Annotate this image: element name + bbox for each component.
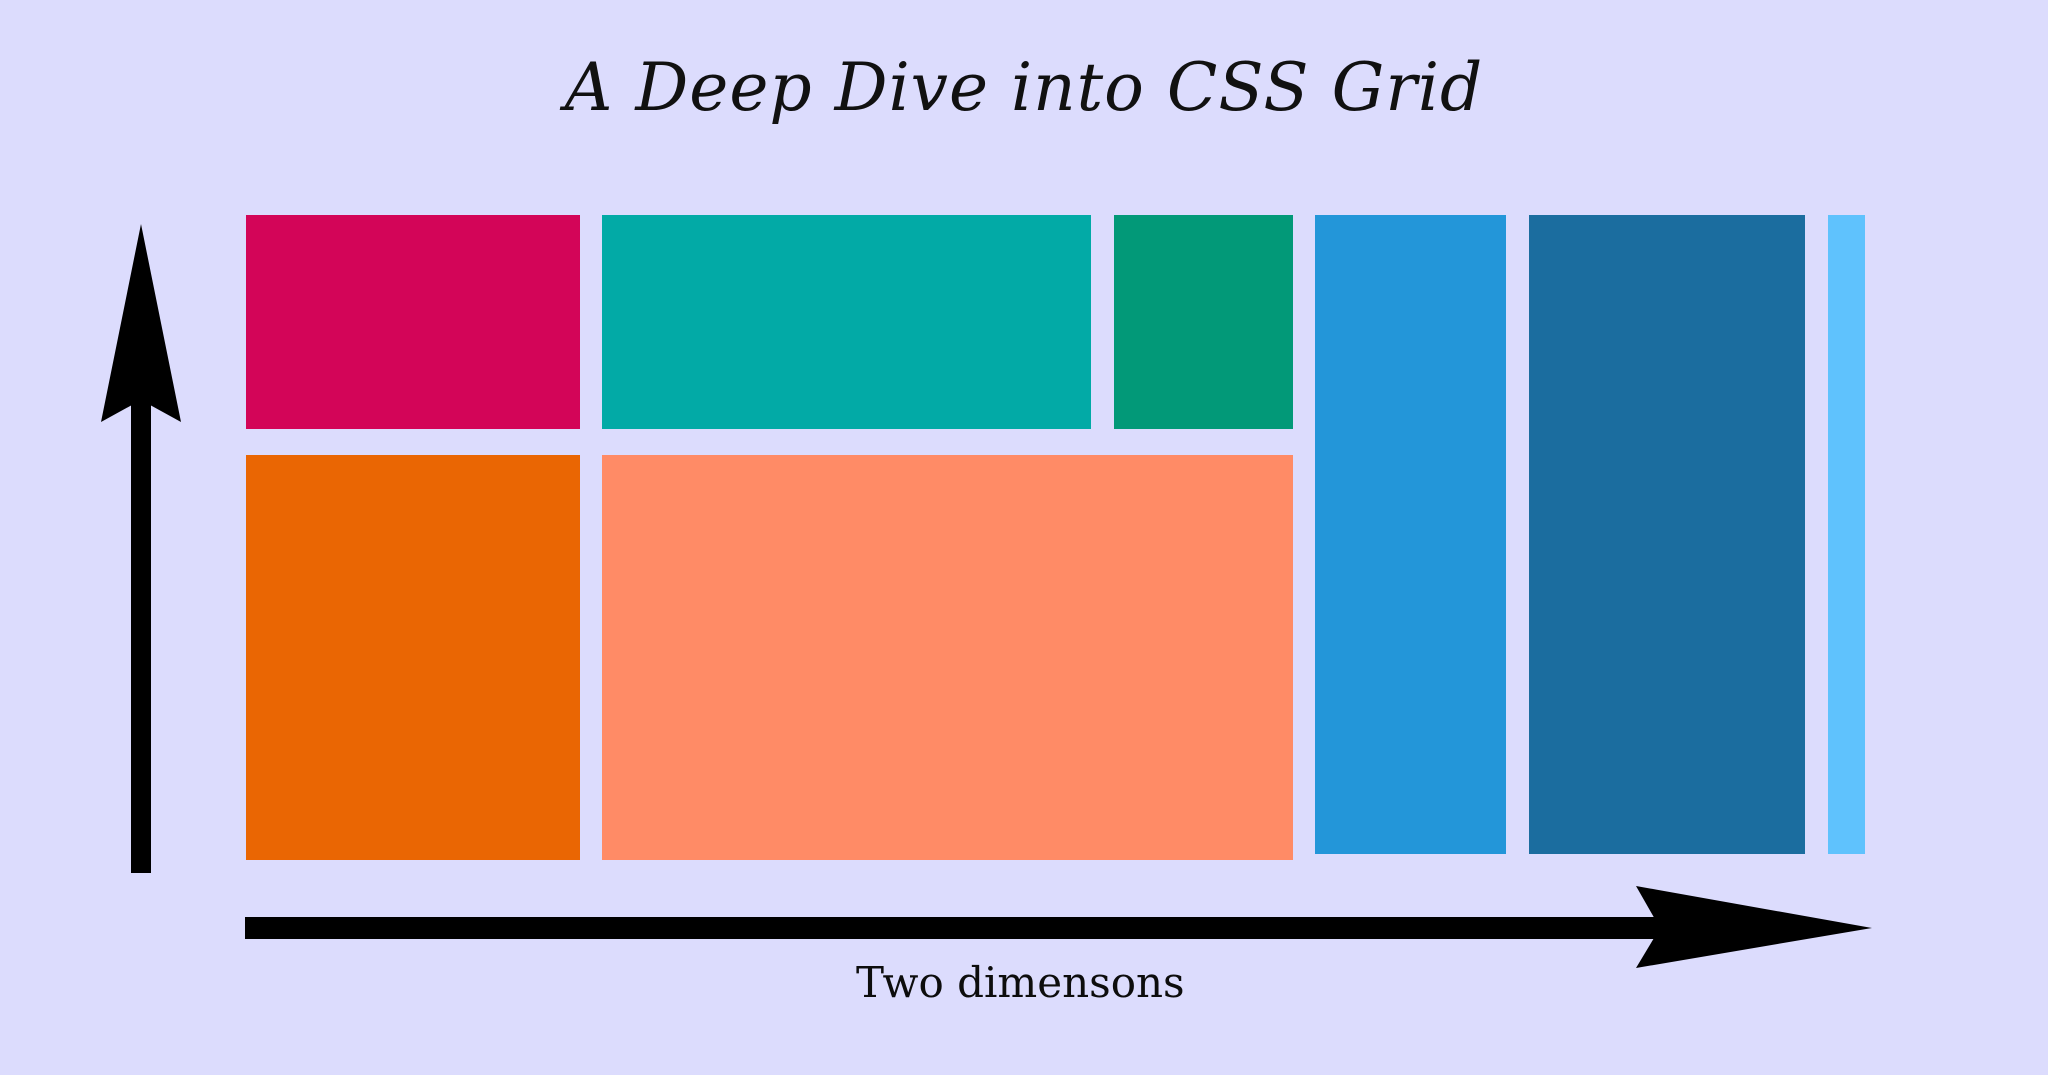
grid-cell-magenta	[246, 215, 580, 429]
arrow-right-icon	[245, 886, 1872, 968]
grid-cell-salmon	[602, 455, 1293, 860]
page-title: A Deep Dive into CSS Grid	[564, 49, 1484, 126]
axis-label: Two dimensons	[856, 958, 1185, 1007]
grid-cell-teal	[602, 215, 1091, 429]
grid-cell-green	[1114, 215, 1293, 429]
grid-cell-blue	[1315, 215, 1506, 854]
grid-cell-dark-blue	[1529, 215, 1805, 854]
grid-cell-orange	[246, 455, 580, 860]
arrow-up-icon	[101, 224, 181, 873]
css-grid-illustration	[246, 215, 1865, 860]
grid-cell-light-blue	[1828, 215, 1865, 854]
